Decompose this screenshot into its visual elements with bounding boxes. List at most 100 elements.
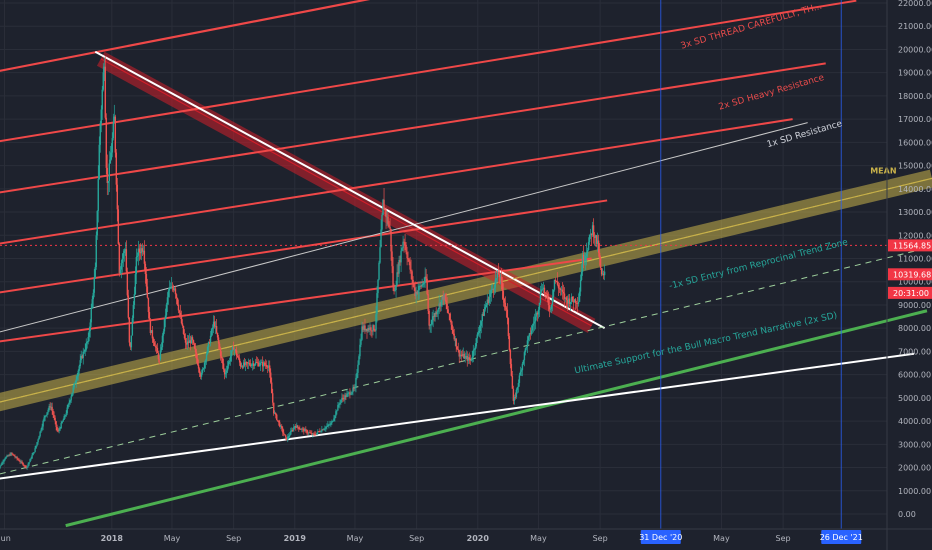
candle-body	[537, 309, 540, 315]
candle-body	[283, 432, 285, 435]
trend-line[interactable]	[0, 118, 793, 247]
candle-body	[67, 404, 69, 408]
candle-body	[87, 336, 89, 342]
candle-body	[112, 123, 115, 139]
candle-body	[528, 333, 531, 337]
trend-line[interactable]	[0, 199, 608, 295]
trend-line[interactable]	[65, 309, 928, 528]
candle-body	[257, 362, 260, 367]
candle-body	[352, 388, 354, 393]
candle-body	[426, 278, 428, 295]
candle-body	[167, 290, 170, 298]
candle-body	[517, 383, 520, 388]
candle-body	[240, 366, 243, 368]
candle-body	[99, 123, 101, 145]
candle-body	[280, 425, 282, 427]
candle-body	[199, 373, 202, 377]
candle-body	[311, 433, 313, 435]
candle-body	[265, 364, 267, 366]
candle-body	[321, 429, 323, 432]
candle-body	[585, 253, 588, 256]
candle-body	[9, 454, 11, 456]
trend-line[interactable]	[0, 122, 808, 338]
trend-line[interactable]	[0, 352, 915, 482]
time-axis[interactable]: Jun 2018 May Sep 2019 May Sep 2020 May Sep May Sep 3…	[0, 530, 863, 544]
candle-body	[594, 235, 597, 238]
candle-body	[41, 426, 43, 430]
candle-body	[86, 341, 88, 344]
candle-body	[254, 362, 257, 365]
candle-body	[375, 314, 377, 331]
candle-body	[123, 251, 126, 254]
candle-body	[338, 404, 340, 406]
candle-body	[96, 210, 98, 236]
price-tick-label: 4000.00	[898, 417, 931, 426]
candle-body	[28, 462, 30, 465]
candle-body	[333, 418, 335, 421]
candle-body	[308, 432, 310, 434]
candle-body	[339, 402, 341, 405]
candle-body	[322, 429, 324, 431]
candle-body	[584, 255, 587, 260]
candle-body	[46, 412, 48, 416]
candle-body	[42, 420, 44, 427]
candle-body	[319, 431, 321, 433]
candle-body	[487, 299, 490, 303]
trend-line[interactable]	[0, 0, 648, 75]
candle-body	[317, 431, 319, 433]
candle-body	[305, 429, 307, 431]
candle-body	[245, 362, 248, 363]
candle-body	[413, 283, 415, 288]
candle-body	[529, 333, 532, 335]
candle-body	[168, 288, 171, 291]
dashed-trend-line[interactable]	[0, 246, 932, 479]
trend-band-edge[interactable]	[100, 58, 592, 327]
candle-body	[35, 445, 37, 449]
trend-line[interactable]	[0, 62, 826, 195]
candle-body	[347, 392, 349, 394]
candle-body	[282, 428, 284, 433]
price-tick-label: 20000.00	[898, 45, 932, 54]
candle-body	[222, 363, 225, 370]
time-tick-label: Sep	[226, 534, 241, 543]
candle-body	[228, 360, 231, 362]
candle-body	[287, 436, 289, 440]
candle-body	[398, 259, 400, 274]
candle-body	[164, 315, 167, 319]
candle-body	[315, 434, 317, 436]
candle-body	[495, 278, 498, 280]
annotation-label[interactable]: MEAN	[870, 167, 896, 176]
trend-line[interactable]	[0, 0, 857, 145]
candle-body	[76, 376, 78, 380]
candle-body	[182, 325, 185, 334]
candle-body	[111, 138, 114, 153]
candle-body	[422, 284, 424, 286]
candle-body	[58, 429, 60, 431]
candle-body	[249, 364, 252, 366]
trend-line[interactable]	[0, 257, 592, 345]
trend-line[interactable]	[94, 50, 606, 330]
candle-body	[404, 242, 406, 246]
candle-body	[31, 455, 33, 459]
candle-body	[436, 311, 438, 315]
candle-body	[296, 425, 298, 428]
candle-body	[402, 241, 404, 249]
candle-body	[484, 307, 487, 310]
price-tick-label: 8000.00	[898, 324, 931, 333]
dashed-trend-line[interactable]	[0, 177, 932, 407]
candle-body	[221, 358, 224, 364]
candle-body	[588, 234, 591, 242]
candle-body	[294, 426, 296, 428]
price-axis[interactable]: 0.00 1000.00 2000.00 3000.00 4000.00 5000.00 6…	[898, 0, 932, 519]
trend-drawings[interactable]	[0, 0, 932, 528]
candle-body	[94, 267, 96, 278]
candle-body	[25, 465, 27, 468]
candle-body	[102, 72, 104, 90]
candle-body	[284, 434, 286, 436]
price-tick-label: 19000.00	[898, 69, 932, 78]
candle-body	[502, 291, 505, 299]
candle-body	[497, 272, 500, 275]
candle-body	[51, 406, 53, 411]
